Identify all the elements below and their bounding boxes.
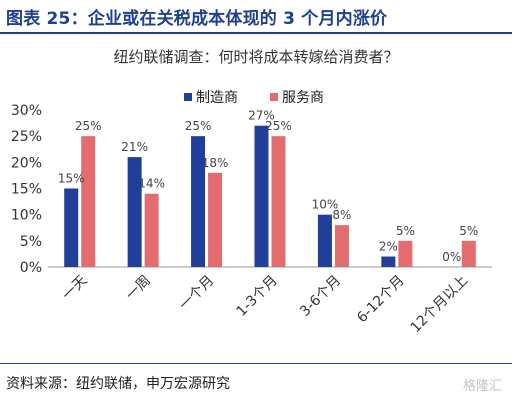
legend-swatch-services	[270, 93, 278, 101]
bar-services	[208, 172, 223, 267]
bar-manufacturer	[64, 188, 79, 267]
y-tick-label: 10%	[11, 208, 42, 224]
category-label: 1-3个月	[234, 273, 281, 320]
figure-title: 图表 25：企业或在关税成本体现的 3 个月内涨价	[6, 9, 388, 29]
legend: 制造商 服务商	[184, 90, 324, 106]
bar-services	[144, 193, 159, 267]
bars	[64, 125, 476, 267]
category-label: 3-6个月	[297, 273, 344, 320]
bar-services	[398, 240, 413, 267]
data-label: 18%	[202, 156, 229, 170]
data-label: 25%	[75, 119, 102, 133]
data-label: 14%	[138, 177, 165, 191]
data-label: 8%	[332, 208, 351, 222]
category-label: 12个月以上	[408, 273, 472, 337]
y-tick-label: 20%	[11, 155, 42, 171]
bar-manufacturer	[254, 125, 269, 267]
category-label: 一天	[59, 273, 90, 304]
bar-manufacturer	[191, 136, 206, 267]
chart-title: 纽约联储调查：何时将成本转嫁给消费者？	[113, 48, 399, 66]
bar-services	[461, 240, 476, 267]
data-label: 5%	[459, 224, 478, 238]
top-rule	[0, 32, 512, 34]
source-note: 资料来源：纽约联储，申万宏源研究	[6, 376, 230, 392]
category-label: 一个月	[176, 273, 217, 314]
bar-manufacturer	[381, 256, 396, 267]
bar-chart: 制造商 服务商 0% 5% 10% 15% 20% 25% 30% 15% 25% 21% 14%…	[11, 90, 492, 337]
data-label: 15%	[58, 172, 85, 186]
bar-services	[271, 136, 286, 267]
data-label: 0%	[442, 250, 461, 264]
watermark-logo: 格隆汇	[462, 379, 502, 394]
data-label: 21%	[121, 140, 148, 154]
y-tick-label: 0%	[20, 260, 42, 276]
data-label: 25%	[185, 119, 212, 133]
category-labels: 一天 一周 一个月 1-3个月 3-6个月 6-12个月 12个月以上	[59, 273, 471, 337]
y-tick-label: 30%	[11, 103, 42, 119]
data-label: 10%	[312, 198, 339, 212]
data-label: 25%	[265, 119, 292, 133]
data-label: 27%	[248, 109, 275, 123]
y-tick-label: 5%	[20, 234, 42, 250]
data-label: 2%	[379, 240, 398, 254]
bar-manufacturer	[317, 214, 332, 267]
category-label: 6-12个月	[354, 273, 408, 327]
legend-label-services: 服务商	[282, 90, 324, 106]
axes: 0% 5% 10% 15% 20% 25% 30%	[11, 103, 492, 276]
y-tick-label: 25%	[11, 129, 42, 145]
bar-services	[81, 136, 96, 267]
legend-swatch-manufacturer	[184, 93, 192, 101]
data-labels: 15%25%21%14%25%18%27%25%10%8%2%5%0%5%	[58, 109, 478, 264]
bar-services	[334, 225, 349, 267]
bar-manufacturer	[127, 157, 142, 267]
y-tick-label: 15%	[11, 182, 42, 198]
bottom-rule	[0, 363, 512, 364]
data-label: 5%	[396, 224, 415, 238]
category-label: 一周	[123, 273, 154, 304]
legend-label-manufacturer: 制造商	[196, 90, 238, 106]
